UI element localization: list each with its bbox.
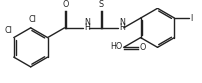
Text: O: O	[62, 0, 68, 9]
Text: HO: HO	[110, 42, 122, 51]
Text: H: H	[119, 23, 125, 32]
Text: N: N	[84, 18, 90, 27]
Text: S: S	[99, 0, 104, 9]
Text: H: H	[84, 23, 90, 32]
Text: Cl: Cl	[5, 26, 13, 35]
Text: Cl: Cl	[28, 15, 36, 24]
Text: I: I	[190, 14, 193, 23]
Text: N: N	[119, 18, 125, 27]
Text: O: O	[139, 43, 146, 52]
